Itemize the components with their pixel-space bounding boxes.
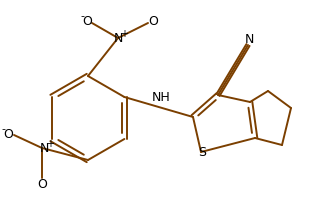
- Text: N: N: [39, 142, 49, 154]
- Text: S: S: [198, 146, 206, 160]
- Text: N: N: [244, 32, 254, 46]
- Text: NH: NH: [151, 91, 170, 104]
- Text: O: O: [148, 15, 158, 27]
- Text: -: -: [80, 11, 84, 21]
- Text: +: +: [120, 29, 128, 39]
- Text: O: O: [82, 15, 92, 27]
- Text: -: -: [1, 124, 5, 134]
- Text: N: N: [113, 31, 123, 45]
- Text: O: O: [37, 179, 47, 192]
- Text: +: +: [46, 139, 54, 149]
- Text: O: O: [3, 127, 13, 141]
